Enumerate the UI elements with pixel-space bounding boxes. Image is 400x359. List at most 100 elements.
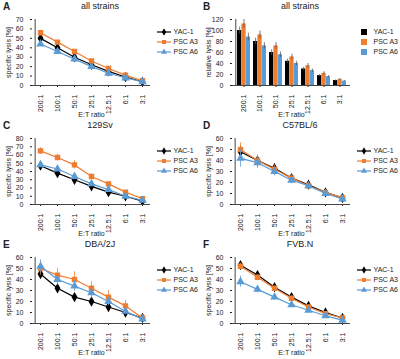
svg-text:E:T ratio: E:T ratio [278, 349, 304, 356]
svg-text:50:1: 50:1 [71, 213, 78, 227]
svg-text:25:1: 25:1 [288, 213, 295, 227]
svg-text:6:1: 6:1 [322, 332, 329, 342]
svg-text:40: 40 [216, 276, 224, 283]
svg-text:50: 50 [216, 146, 224, 153]
svg-text:100:1: 100:1 [256, 94, 263, 112]
svg-text:60: 60 [216, 49, 224, 56]
svg-text:12.5:1: 12.5:1 [105, 332, 112, 352]
svg-text:E:T ratio: E:T ratio [278, 111, 304, 118]
svg-text:10: 10 [16, 309, 24, 316]
svg-text:specific lysis [%]: specific lysis [%] [5, 265, 13, 316]
svg-text:0: 0 [220, 201, 224, 208]
svg-text:30: 30 [16, 287, 24, 294]
html-text:all strains: all strains [81, 1, 119, 11]
svg-text:10: 10 [216, 309, 224, 316]
svg-text:3:1: 3:1 [139, 332, 146, 342]
svg-text:specific lysis [%]: specific lysis [%] [5, 27, 13, 78]
svg-text:relative lysis [%]: relative lysis [%] [205, 27, 213, 77]
svg-text:20: 20 [16, 63, 24, 70]
svg-text:0: 0 [20, 201, 24, 208]
svg-text:12.5:1: 12.5:1 [304, 94, 311, 114]
svg-text:100:1: 100:1 [254, 213, 261, 231]
svg-text:60: 60 [16, 254, 24, 261]
svg-text:0: 0 [20, 320, 24, 327]
svg-text:80: 80 [16, 135, 24, 142]
svg-text:10: 10 [216, 190, 224, 197]
svg-text:20: 20 [216, 298, 224, 305]
svg-text:30: 30 [16, 176, 24, 183]
svg-text:100:1: 100:1 [54, 332, 61, 350]
svg-text:specific lysis [%]: specific lysis [%] [5, 146, 13, 197]
svg-text:50:1: 50:1 [271, 213, 278, 227]
svg-text:6:1: 6:1 [320, 94, 327, 104]
svg-text:25:1: 25:1 [88, 213, 95, 227]
svg-text:60: 60 [216, 254, 224, 261]
svg-text:20: 20 [216, 179, 224, 186]
svg-text:40: 40 [16, 44, 24, 51]
svg-text:50:1: 50:1 [71, 94, 78, 108]
svg-text:50: 50 [16, 265, 24, 272]
svg-text:specific lysis [%]: specific lysis [%] [205, 146, 213, 197]
svg-text:50: 50 [216, 265, 224, 272]
svg-text:20: 20 [216, 71, 224, 78]
svg-text:60: 60 [16, 151, 24, 158]
svg-text:0: 0 [220, 320, 224, 327]
svg-text:12.5:1: 12.5:1 [105, 213, 112, 233]
svg-text:10: 10 [16, 72, 24, 79]
svg-text:0: 0 [220, 82, 224, 89]
svg-text:specific lysis [%]: specific lysis [%] [205, 265, 213, 316]
svg-text:50:1: 50:1 [271, 332, 278, 346]
svg-text:100:1: 100:1 [54, 213, 61, 231]
svg-text:40: 40 [216, 157, 224, 164]
svg-text:200:1: 200:1 [37, 332, 44, 350]
svg-text:70: 70 [16, 143, 24, 150]
svg-text:50:1: 50:1 [272, 94, 279, 108]
svg-text:70: 70 [16, 16, 24, 23]
svg-text:50: 50 [16, 35, 24, 42]
svg-text:3:1: 3:1 [339, 332, 346, 342]
svg-text:60: 60 [16, 25, 24, 32]
svg-text:3:1: 3:1 [139, 94, 146, 104]
svg-text:200:1: 200:1 [237, 213, 244, 231]
svg-text:50: 50 [16, 159, 24, 166]
svg-text:30: 30 [216, 168, 224, 175]
svg-text:6:1: 6:1 [122, 332, 129, 342]
svg-text:40: 40 [216, 60, 224, 67]
svg-text:80: 80 [216, 38, 224, 45]
svg-text:12.5:1: 12.5:1 [305, 332, 312, 352]
svg-text:3:1: 3:1 [339, 213, 346, 223]
svg-text:20: 20 [16, 298, 24, 305]
svg-text:200:1: 200:1 [37, 94, 44, 112]
svg-text:10: 10 [16, 192, 24, 199]
svg-text:3:1: 3:1 [336, 94, 343, 104]
svg-text:25:1: 25:1 [288, 332, 295, 346]
svg-text:40: 40 [16, 276, 24, 283]
svg-text:6:1: 6:1 [122, 94, 129, 104]
svg-text:100:1: 100:1 [54, 94, 61, 112]
svg-text:200:1: 200:1 [237, 332, 244, 350]
svg-text:60: 60 [216, 135, 224, 142]
svg-text:25:1: 25:1 [88, 332, 95, 346]
svg-text:E:T ratio: E:T ratio [278, 230, 304, 237]
svg-text:100:1: 100:1 [254, 332, 261, 350]
svg-text:3:1: 3:1 [139, 213, 146, 223]
svg-text:40: 40 [16, 168, 24, 175]
svg-text:50:1: 50:1 [71, 332, 78, 346]
svg-text:E:T ratio: E:T ratio [78, 349, 104, 356]
svg-text:0: 0 [20, 82, 24, 89]
svg-text:200:1: 200:1 [240, 94, 247, 112]
svg-text:20: 20 [16, 184, 24, 191]
svg-text:E:T ratio: E:T ratio [78, 230, 104, 237]
svg-text:E:T ratio: E:T ratio [78, 111, 104, 118]
svg-text:30: 30 [16, 53, 24, 60]
svg-text:12.5:1: 12.5:1 [305, 213, 312, 233]
svg-text:6:1: 6:1 [122, 213, 129, 223]
svg-text:200:1: 200:1 [37, 213, 44, 231]
svg-text:25:1: 25:1 [88, 94, 95, 108]
svg-text:6:1: 6:1 [322, 213, 329, 223]
svg-text:30: 30 [216, 287, 224, 294]
svg-text:120: 120 [212, 16, 224, 23]
svg-text:12.5:1: 12.5:1 [105, 94, 112, 114]
svg-text:25:1: 25:1 [288, 94, 295, 108]
svg-text:100: 100 [212, 27, 224, 34]
